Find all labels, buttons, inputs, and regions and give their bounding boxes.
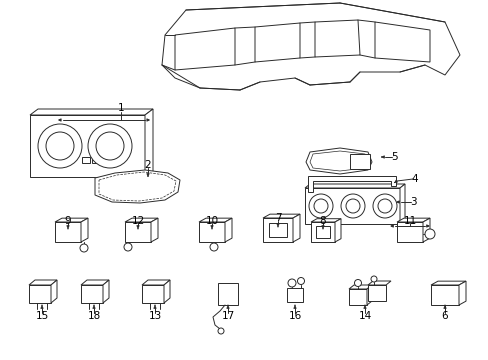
Text: 8: 8 [319, 216, 325, 226]
Circle shape [308, 194, 332, 218]
Polygon shape [81, 280, 109, 285]
Polygon shape [292, 214, 299, 242]
Text: 12: 12 [131, 216, 144, 226]
Circle shape [377, 199, 391, 213]
Polygon shape [366, 285, 371, 305]
Bar [348, 289, 366, 305]
Polygon shape [348, 285, 371, 289]
Bar [92, 157, 100, 163]
Polygon shape [334, 219, 340, 242]
Circle shape [287, 279, 295, 287]
Text: 4: 4 [411, 174, 417, 184]
Text: 15: 15 [35, 311, 48, 321]
Polygon shape [163, 280, 170, 303]
Polygon shape [310, 219, 340, 222]
Text: 17: 17 [221, 311, 234, 321]
Polygon shape [142, 280, 170, 285]
Polygon shape [309, 151, 367, 171]
Polygon shape [51, 280, 57, 303]
Circle shape [370, 276, 376, 282]
Polygon shape [367, 281, 390, 285]
Text: 1: 1 [118, 103, 124, 113]
Bar [396, 222, 422, 242]
Polygon shape [307, 176, 395, 192]
Polygon shape [103, 280, 109, 303]
Polygon shape [254, 23, 299, 62]
Circle shape [313, 199, 327, 213]
Circle shape [297, 278, 304, 284]
Bar [29, 285, 51, 303]
Polygon shape [430, 281, 465, 285]
Text: 18: 18 [87, 311, 101, 321]
Circle shape [80, 244, 88, 252]
Bar [430, 285, 458, 305]
Bar [82, 157, 90, 163]
Bar [218, 283, 238, 305]
Circle shape [424, 229, 434, 239]
Circle shape [218, 328, 224, 334]
Polygon shape [399, 184, 404, 224]
Text: 7: 7 [274, 213, 281, 223]
Bar [367, 285, 385, 301]
Text: 14: 14 [358, 311, 371, 321]
Text: 6: 6 [441, 311, 447, 321]
Circle shape [372, 194, 396, 218]
Circle shape [340, 194, 364, 218]
Circle shape [96, 132, 124, 160]
Polygon shape [422, 218, 429, 242]
Polygon shape [99, 172, 176, 201]
Bar [310, 222, 334, 242]
Bar [286, 288, 303, 302]
Bar [315, 226, 329, 238]
Polygon shape [458, 281, 465, 305]
Polygon shape [95, 170, 180, 203]
Polygon shape [396, 218, 429, 222]
Polygon shape [305, 148, 371, 174]
Text: 9: 9 [64, 216, 71, 226]
Bar [30, 115, 145, 177]
Polygon shape [145, 109, 153, 177]
Polygon shape [263, 214, 299, 218]
Bar [142, 285, 163, 303]
Bar [349, 154, 369, 169]
Bar [263, 218, 292, 242]
Polygon shape [314, 20, 359, 57]
Polygon shape [81, 218, 88, 242]
Polygon shape [55, 218, 88, 222]
Bar [268, 223, 286, 237]
Text: 11: 11 [403, 216, 416, 226]
Polygon shape [125, 218, 158, 222]
Circle shape [124, 243, 132, 251]
Polygon shape [305, 184, 404, 188]
Polygon shape [162, 3, 459, 90]
Polygon shape [224, 218, 231, 242]
Bar [199, 222, 224, 242]
Text: 10: 10 [205, 216, 218, 226]
Text: 3: 3 [409, 197, 415, 207]
Circle shape [354, 279, 361, 287]
Circle shape [346, 199, 359, 213]
Bar [81, 285, 103, 303]
Polygon shape [29, 280, 57, 285]
Text: 13: 13 [148, 311, 162, 321]
Bar [125, 222, 151, 242]
Bar [305, 188, 399, 224]
Circle shape [46, 132, 74, 160]
Circle shape [38, 124, 82, 168]
Polygon shape [151, 218, 158, 242]
Polygon shape [30, 109, 153, 115]
Bar [55, 222, 81, 242]
Circle shape [209, 243, 218, 251]
Text: 5: 5 [390, 152, 397, 162]
Text: 16: 16 [288, 311, 301, 321]
Polygon shape [175, 28, 235, 70]
Text: 2: 2 [144, 160, 151, 170]
Circle shape [88, 124, 132, 168]
Polygon shape [199, 218, 231, 222]
Polygon shape [374, 22, 429, 62]
